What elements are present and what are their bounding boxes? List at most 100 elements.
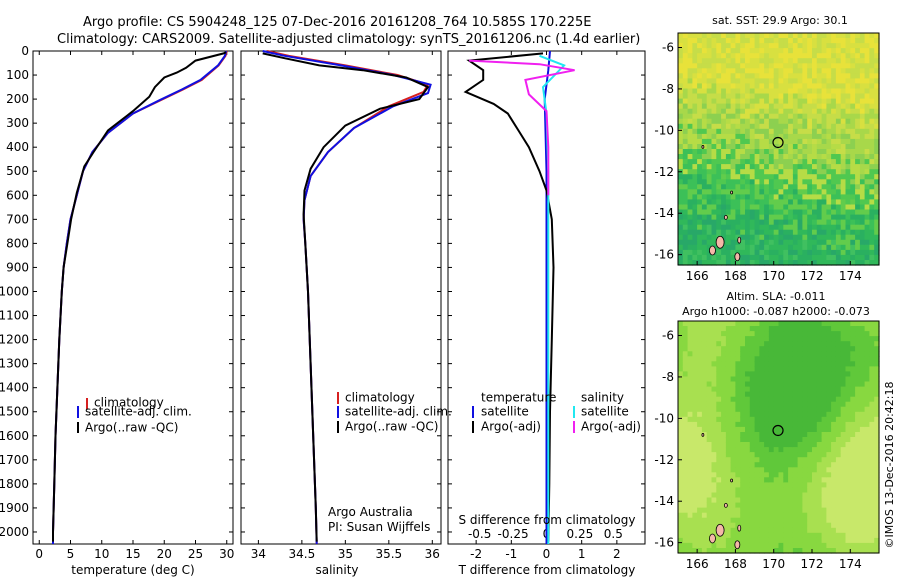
map-cell bbox=[773, 88, 780, 95]
map-cell bbox=[701, 189, 708, 195]
map-cell bbox=[835, 229, 842, 236]
map-cell bbox=[826, 346, 832, 352]
map-cell bbox=[730, 93, 736, 100]
map-cell bbox=[768, 184, 775, 190]
map-cell bbox=[840, 351, 847, 357]
map-cell bbox=[840, 108, 847, 115]
map-cell bbox=[869, 159, 875, 165]
map-cell bbox=[711, 421, 717, 428]
map-cell bbox=[826, 219, 832, 226]
map-cell bbox=[764, 194, 770, 200]
map-cell bbox=[864, 452, 870, 458]
map-cell bbox=[706, 214, 713, 221]
map-cell bbox=[821, 189, 827, 195]
x-tick-label: 20 bbox=[157, 547, 172, 561]
map-cell bbox=[749, 154, 756, 160]
map-cell bbox=[721, 33, 727, 39]
map-cell bbox=[864, 467, 870, 473]
map-cell bbox=[740, 457, 746, 463]
map-cell bbox=[821, 244, 827, 251]
map-cell bbox=[845, 204, 851, 211]
map-cell bbox=[678, 477, 684, 483]
map-cell bbox=[826, 184, 832, 190]
map-cell bbox=[845, 351, 851, 357]
map-cell bbox=[874, 88, 880, 95]
map-cell bbox=[802, 472, 808, 478]
map-cell bbox=[788, 199, 794, 205]
map-cell bbox=[749, 391, 756, 398]
map-cell bbox=[812, 133, 818, 140]
map-cell bbox=[831, 487, 837, 493]
map-cell bbox=[706, 421, 713, 428]
map-cell bbox=[845, 542, 851, 549]
map-cell bbox=[678, 537, 684, 544]
map-cell bbox=[764, 149, 770, 155]
map-cell bbox=[797, 462, 803, 468]
map-cell bbox=[831, 128, 837, 135]
map-cell bbox=[840, 527, 847, 534]
map-cell bbox=[783, 437, 789, 443]
map-cell bbox=[745, 219, 751, 226]
map-cell bbox=[788, 103, 794, 110]
y-tick-label: 1500 bbox=[0, 405, 29, 419]
map-cell bbox=[701, 174, 708, 180]
map-cell bbox=[687, 497, 693, 504]
map-cell bbox=[835, 537, 842, 544]
map-cell bbox=[721, 103, 727, 110]
map-cell bbox=[778, 391, 784, 398]
map-cell bbox=[802, 401, 808, 408]
map-cell bbox=[831, 457, 837, 463]
map-cell bbox=[864, 149, 870, 155]
map-cell bbox=[869, 78, 875, 84]
map-cell bbox=[740, 502, 746, 509]
map-cell bbox=[687, 133, 693, 140]
map-cell bbox=[831, 43, 837, 49]
map-cell bbox=[855, 432, 861, 438]
map-cell bbox=[749, 123, 756, 130]
map-cell bbox=[778, 179, 784, 185]
map-cell bbox=[807, 138, 813, 145]
map-cell bbox=[816, 260, 823, 266]
map-cell bbox=[759, 447, 765, 453]
map-cell bbox=[855, 33, 861, 39]
map-cell bbox=[749, 68, 756, 74]
map-cell bbox=[874, 482, 880, 488]
map-cell bbox=[826, 467, 832, 473]
map-cell bbox=[874, 209, 880, 216]
map-cell bbox=[697, 33, 703, 39]
map-cell bbox=[711, 341, 717, 347]
map-cell bbox=[697, 482, 703, 488]
map-cell bbox=[826, 512, 832, 519]
map-cell bbox=[749, 260, 756, 266]
map-cell bbox=[783, 128, 789, 135]
map-cell bbox=[692, 527, 698, 534]
map-cell bbox=[687, 224, 693, 231]
x-tick-label: 30 bbox=[219, 547, 234, 561]
map-cell bbox=[678, 98, 684, 105]
map-cell bbox=[831, 482, 837, 488]
map-cell bbox=[740, 113, 746, 120]
map-cell bbox=[692, 512, 698, 519]
map-cell bbox=[855, 103, 861, 110]
map-cell bbox=[682, 58, 689, 64]
map-cell bbox=[754, 118, 760, 125]
map-cell bbox=[701, 548, 708, 554]
map-cell bbox=[816, 224, 823, 231]
map-cell bbox=[859, 497, 866, 504]
map-cell bbox=[764, 144, 770, 150]
y-tick-label: 1700 bbox=[0, 453, 29, 467]
map-cell bbox=[735, 260, 741, 266]
map-cell bbox=[687, 48, 693, 54]
map-cell bbox=[678, 542, 684, 549]
map-cell bbox=[864, 442, 870, 448]
map-cell bbox=[778, 421, 784, 428]
map-cell bbox=[826, 497, 832, 504]
map-cell bbox=[730, 537, 736, 544]
map-cell bbox=[706, 396, 713, 403]
map-cell bbox=[745, 532, 751, 539]
map-cell bbox=[711, 326, 717, 332]
map-cell bbox=[759, 234, 765, 241]
map-cell bbox=[740, 447, 746, 453]
map-cell bbox=[874, 224, 880, 231]
map-cell bbox=[797, 416, 803, 423]
